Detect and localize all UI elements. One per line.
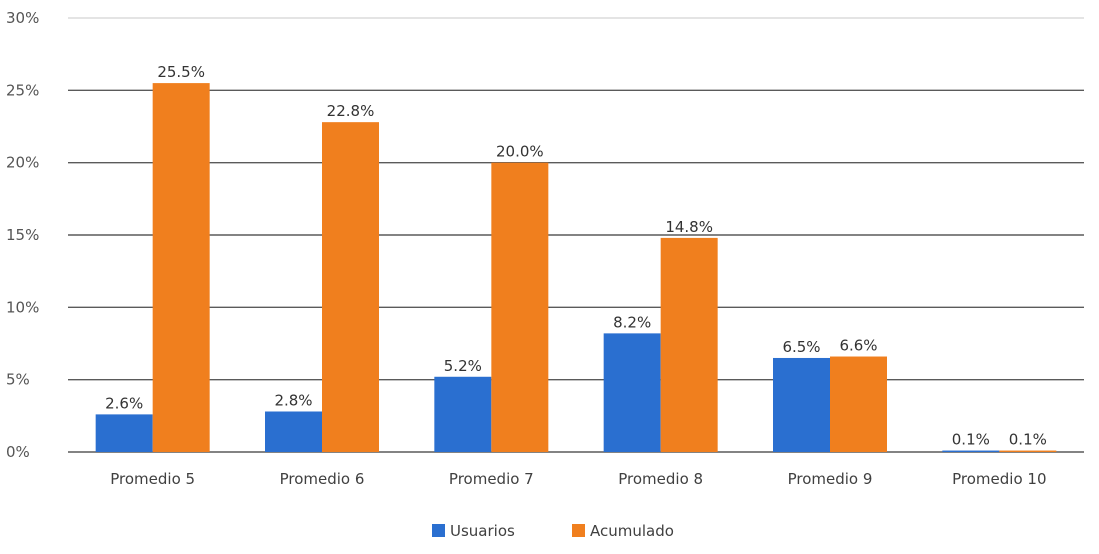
legend-item-usuarios: Usuarios: [432, 522, 515, 540]
y-tick-label: 15%: [6, 226, 39, 244]
data-label-usuarios-5: 6.5%: [782, 338, 820, 356]
x-tick-label: Promedio 6: [280, 470, 365, 488]
legend: Usuarios Acumulado: [432, 522, 674, 540]
data-label-usuarios-2: 2.8%: [274, 391, 312, 409]
data-label-acumulado-6: 0.1%: [1009, 431, 1047, 449]
data-label-acumulado-2: 22.8%: [327, 102, 375, 120]
y-tick-label: 25%: [6, 81, 39, 99]
data-label-acumulado-5: 6.6%: [839, 337, 877, 355]
bar-acumulado-1: [152, 83, 210, 452]
bar-usuarios-2: [265, 411, 322, 452]
bar-usuarios-4: [603, 333, 661, 452]
data-label-usuarios-1: 2.6%: [105, 394, 143, 412]
y-tick-label: 30%: [6, 9, 39, 27]
x-axis-ticks: Promedio 5 Promedio 6 Promedio 7 Promedio 8…: [110, 470, 1046, 488]
data-label-usuarios-6: 0.1%: [952, 431, 990, 449]
bar-acumulado-6: [999, 450, 1057, 452]
bars: [95, 83, 1057, 452]
bar-usuarios-5: [773, 357, 830, 452]
legend-swatch: [572, 524, 585, 537]
y-tick-label: 5%: [6, 371, 30, 389]
x-tick-label: Promedio 9: [788, 470, 873, 488]
data-label-acumulado-1: 25.5%: [157, 63, 205, 81]
bar-usuarios-6: [942, 450, 1000, 452]
bar-usuarios-3: [434, 376, 492, 452]
data-labels: 2.6% 25.5% 2.8% 22.8% 5.2% 20.0% 8.2% 14.8% 6.5%…: [105, 63, 1047, 448]
y-axis-ticks: 0% 5% 10% 15% 20% 25% 30%: [6, 9, 39, 461]
x-tick-label: Promedio 7: [449, 470, 534, 488]
legend-label: Usuarios: [450, 522, 515, 540]
x-tick-label: Promedio 10: [952, 470, 1046, 488]
x-tick-label: Promedio 5: [110, 470, 195, 488]
data-label-usuarios-4: 8.2%: [613, 313, 651, 331]
x-tick-label: Promedio 8: [618, 470, 703, 488]
y-tick-label: 0%: [6, 443, 30, 461]
gridlines: [68, 17, 1084, 453]
bar-acumulado-5: [830, 356, 887, 452]
data-label-acumulado-3: 20.0%: [496, 143, 544, 161]
y-tick-label: 10%: [6, 298, 39, 316]
legend-swatch: [432, 524, 445, 537]
data-label-usuarios-3: 5.2%: [444, 357, 482, 375]
bar-usuarios-1: [95, 414, 153, 452]
y-tick-label: 20%: [6, 154, 39, 172]
legend-label: Acumulado: [590, 522, 674, 540]
data-label-acumulado-4: 14.8%: [665, 218, 713, 236]
legend-item-acumulado: Acumulado: [572, 522, 674, 540]
bar-acumulado-2: [322, 122, 379, 452]
bar-acumulado-3: [491, 162, 549, 452]
bar-acumulado-4: [660, 237, 718, 452]
